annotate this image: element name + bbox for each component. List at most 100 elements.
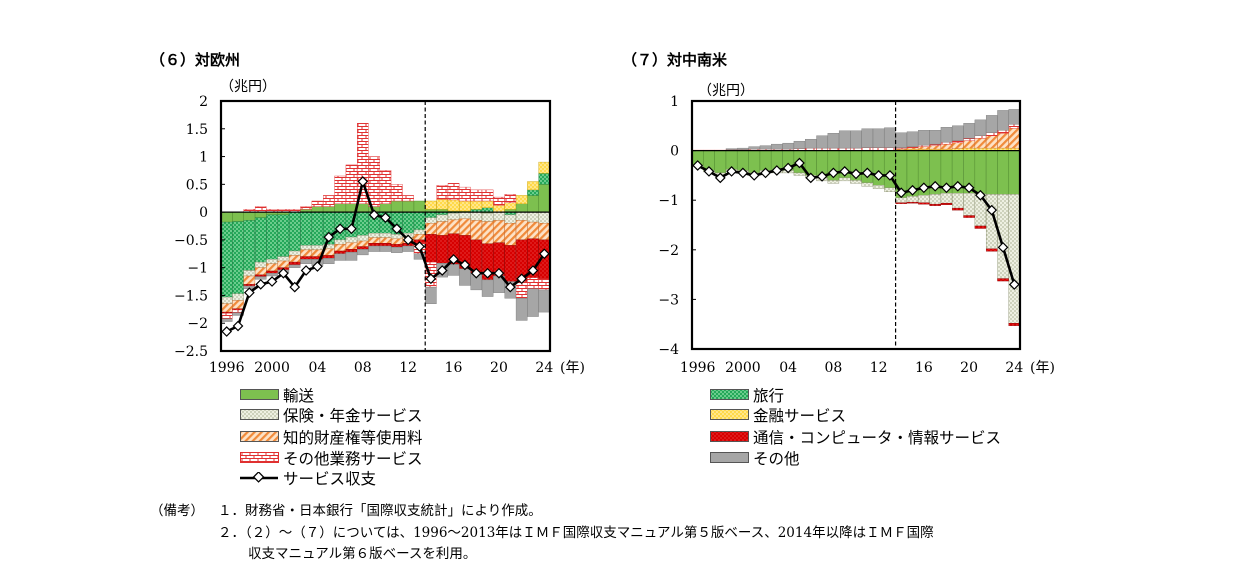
x-axis-unit: (年) xyxy=(1030,360,1055,376)
bar-travel-2013 xyxy=(413,211,426,231)
bar-travel-1998 xyxy=(243,220,256,271)
bar-telecom-2020 xyxy=(963,215,975,218)
bar-ip-2016 xyxy=(918,146,930,150)
x-tick-label: 16 xyxy=(445,360,463,376)
y-tick-label: 1 xyxy=(670,94,679,110)
balance-marker-2006 xyxy=(805,172,817,184)
bar-insurance-2009 xyxy=(368,233,380,238)
bar-ip-2016 xyxy=(447,219,460,234)
bar-transport-2013 xyxy=(413,200,426,213)
bar-insurance-2024 xyxy=(1008,194,1021,324)
note-2: ２．（２）～（７）については、1996～2013年はＩＭＦ国際収支マニュアル第５… xyxy=(218,525,934,541)
bar-travel-2024 xyxy=(538,173,551,185)
bar-transport-2012 xyxy=(402,200,414,213)
bar-telecom-2010 xyxy=(379,243,392,247)
bar-other-2006 xyxy=(334,253,346,261)
bar-insurance-2024 xyxy=(538,211,551,224)
x-tick-label: 24 xyxy=(535,360,553,376)
balance-marker-2013 xyxy=(414,241,425,252)
legend-swatch-financial xyxy=(710,409,749,420)
bar-other-1996 xyxy=(220,318,233,322)
bar-other-business-2006 xyxy=(334,175,346,204)
y-tick-label: −4 xyxy=(658,342,679,358)
bar-ip-2015 xyxy=(436,221,448,236)
balance-marker-2019 xyxy=(482,267,493,279)
bar-transport-2010 xyxy=(379,203,392,213)
bar-financial-2018 xyxy=(470,200,483,210)
bar-other-business-2022 xyxy=(985,132,998,136)
bar-other-1999 xyxy=(725,148,738,150)
balance-marker-2023 xyxy=(527,265,539,276)
bar-transport-2006 xyxy=(334,203,346,213)
bar-telecom-2011 xyxy=(391,244,403,248)
bar-travel-1997 xyxy=(232,221,244,294)
bar-insurance-2020 xyxy=(963,193,975,216)
bar-other-business-2010 xyxy=(379,170,392,204)
y-tick-label: −3 xyxy=(658,292,679,308)
balance-marker-2019 xyxy=(952,180,964,192)
bar-other-business-2005 xyxy=(323,195,335,207)
panel6-unit: （兆円） xyxy=(220,79,276,95)
bar-transport-1998 xyxy=(714,150,727,174)
bar-other-business-2015 xyxy=(436,185,448,200)
balance-marker-2022 xyxy=(986,204,998,216)
bar-telecom-2016 xyxy=(918,202,930,205)
legend-label-balance: サービス収支 xyxy=(283,470,377,488)
balance-marker-2014 xyxy=(425,273,437,285)
bar-telecom-2015 xyxy=(436,235,448,264)
bar-financial-2017 xyxy=(459,200,471,212)
bar-telecom-2018 xyxy=(940,202,953,205)
bar-other-2022 xyxy=(515,298,528,321)
balance-marker-2010 xyxy=(380,212,391,224)
balance-marker-2012 xyxy=(402,234,414,246)
legend-label-insurance: 保険・年金サービス xyxy=(283,407,423,425)
bar-insurance-2000 xyxy=(266,259,278,264)
x-tick-label: 2000 xyxy=(254,360,290,376)
balance-marker-2000 xyxy=(266,276,278,287)
balance-marker-2011 xyxy=(391,223,403,235)
bar-other-business-2021 xyxy=(504,194,517,203)
balance-marker-2024 xyxy=(1008,279,1020,290)
balance-marker-2004 xyxy=(782,162,794,174)
bar-other-2012 xyxy=(402,245,414,252)
balance-marker-2017 xyxy=(459,259,471,271)
bar-other-2022 xyxy=(985,115,998,133)
y-tick-label: 0 xyxy=(670,144,679,160)
legend-label-travel: 旅行 xyxy=(753,387,785,405)
bar-ip-1999 xyxy=(254,267,267,276)
bar-travel-2004 xyxy=(311,211,324,246)
bar-insurance-2007 xyxy=(345,236,358,243)
bar-other-2017 xyxy=(459,268,471,286)
bar-other-2012 xyxy=(872,128,885,148)
bar-ip-2015 xyxy=(906,147,919,150)
bar-other-2005 xyxy=(793,140,806,149)
y-tick-label: −2.5 xyxy=(174,344,208,360)
balance-marker-2005 xyxy=(794,157,805,169)
bar-telecom-2005 xyxy=(323,255,335,259)
bar-telecom-2023 xyxy=(997,278,1009,282)
bar-insurance-2004 xyxy=(311,245,324,251)
bar-transport-1997 xyxy=(232,211,244,222)
y-tick-label: 1 xyxy=(199,150,208,166)
bar-other-business-2018 xyxy=(940,141,953,145)
bar-ip-2014 xyxy=(425,223,437,235)
y-tick-label: −2 xyxy=(187,316,208,332)
bar-transport-2024 xyxy=(538,184,551,213)
balance-marker-2012 xyxy=(873,170,884,181)
y-tick-label: −1 xyxy=(187,261,208,277)
bar-other-business-2011 xyxy=(391,184,403,202)
bar-other-2014 xyxy=(425,286,437,304)
balance-marker-2018 xyxy=(941,182,952,194)
bar-other-2016 xyxy=(918,130,930,146)
x-tick-label: 16 xyxy=(915,360,933,376)
bar-insurance-2015 xyxy=(906,196,919,203)
bar-transport-1996 xyxy=(220,211,233,223)
bar-transport-1999 xyxy=(254,211,267,218)
legend-swatch-travel xyxy=(710,389,749,400)
balance-marker-2007 xyxy=(346,223,357,235)
bar-insurance-2010 xyxy=(379,233,392,238)
bar-transport-2023 xyxy=(527,195,539,213)
bar-other-business-2019 xyxy=(952,140,964,143)
legend-swatch-balance xyxy=(240,472,278,483)
bar-transport-2000 xyxy=(737,150,749,171)
